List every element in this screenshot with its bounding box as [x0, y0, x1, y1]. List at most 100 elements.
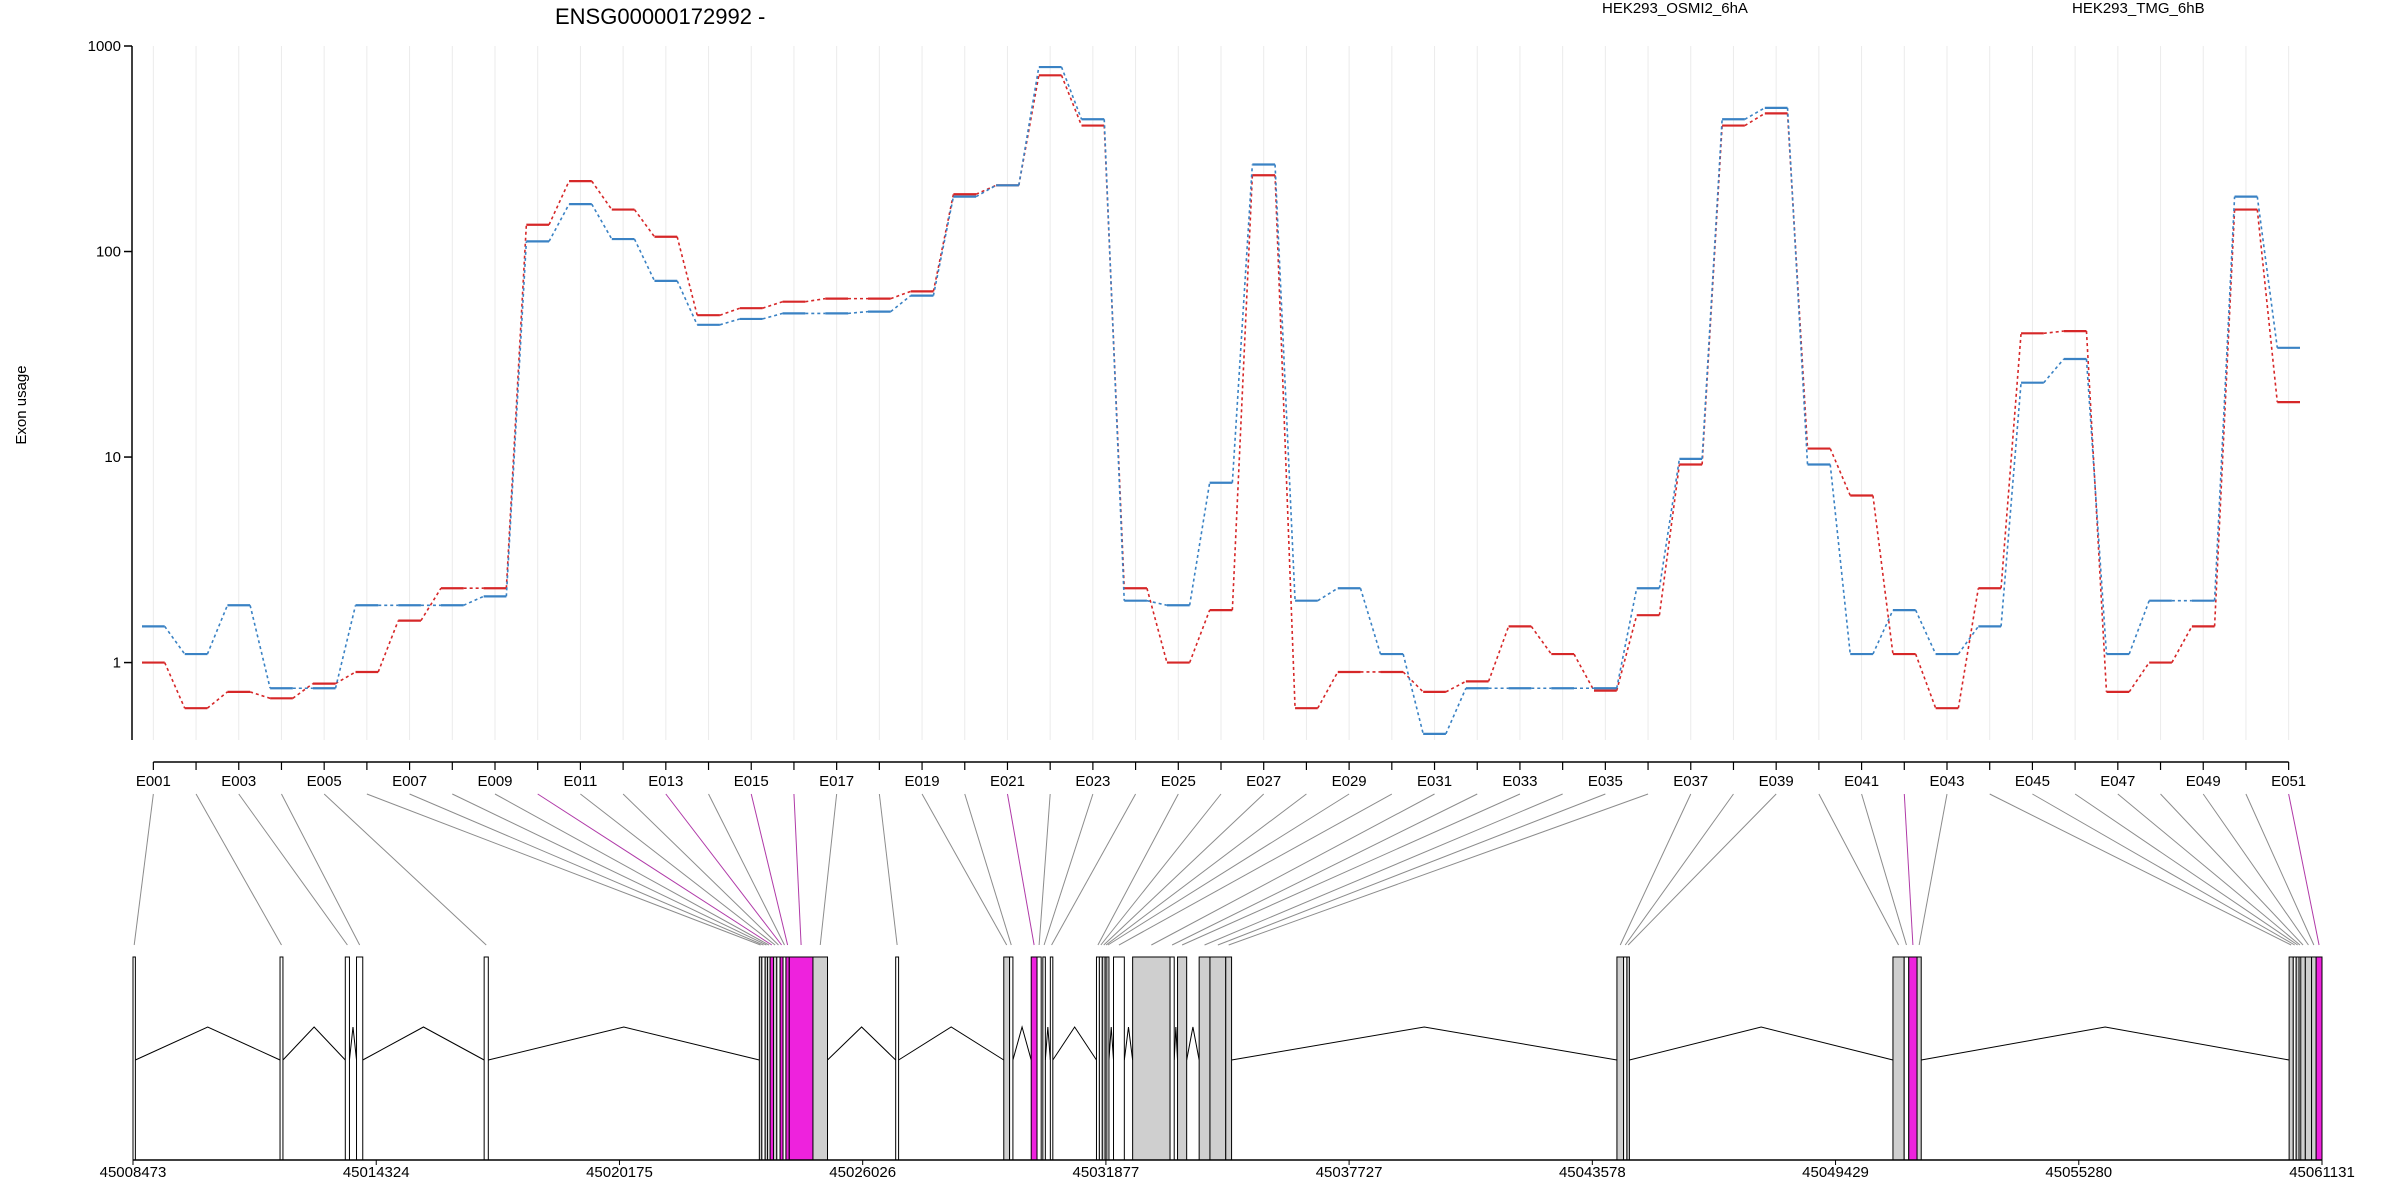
series-connector	[1957, 588, 1980, 709]
connector-E024	[1051, 793, 1137, 946]
series-connector	[719, 307, 741, 316]
exon-block-E041	[1903, 956, 1910, 1161]
series-connector	[1018, 66, 1040, 186]
x-tick-label: E035	[1588, 773, 1623, 790]
series-connector	[1829, 464, 1852, 655]
connector-E043	[1918, 793, 1948, 946]
x-tick-label: E023	[1075, 773, 1110, 790]
y-tick-label: 10	[104, 449, 121, 466]
exon-block-E031	[1132, 956, 1171, 1161]
intron	[1044, 1026, 1051, 1061]
connector-E007	[409, 793, 764, 946]
x-tick-label: E021	[990, 773, 1025, 790]
connector-E011	[580, 793, 776, 946]
connector-E012	[622, 793, 779, 946]
series-connector	[1615, 588, 1638, 689]
exon-block-E048	[2300, 956, 2306, 1161]
series-connector	[1744, 107, 1766, 120]
series-connector	[548, 203, 570, 242]
series-connector	[719, 318, 741, 326]
intron	[1186, 1026, 1200, 1061]
series-connector	[1701, 119, 1723, 459]
series-connector	[847, 310, 869, 315]
series-connector	[2000, 382, 2022, 627]
gene-model	[132, 956, 2323, 1161]
connector-E017	[819, 793, 838, 946]
series-connector	[2256, 196, 2279, 348]
x-tick-label: E017	[819, 773, 854, 790]
connector-E018	[878, 793, 898, 946]
series-connector	[1445, 680, 1467, 693]
connector-E044	[1989, 793, 2292, 946]
exon-block-E021	[1030, 956, 1038, 1161]
connector-E013	[665, 793, 782, 946]
connector-E005	[323, 793, 487, 946]
connector-E040	[1818, 793, 1900, 946]
exon-block-E019	[1003, 956, 1011, 1161]
series-connector	[1103, 125, 1126, 589]
coord-tick-label: 45055280	[2045, 1164, 2112, 1181]
x-tick-label: E031	[1417, 773, 1452, 790]
connector-E048	[2160, 793, 2304, 946]
series-connector	[1829, 448, 1851, 496]
exon-block-E002	[279, 956, 284, 1161]
coord-tick-label: 45061131	[2289, 1164, 2355, 1181]
exon-block-E005	[483, 956, 489, 1161]
x-tick-label: E003	[221, 773, 256, 790]
series-connector	[1060, 75, 1083, 126]
exon-block-E051	[2315, 956, 2323, 1161]
coord-tick-label: 45037727	[1316, 1164, 1383, 1181]
y-tick-label: 1000	[88, 38, 121, 55]
intron	[282, 1026, 346, 1061]
connector-E020	[964, 793, 1012, 946]
series-connector	[591, 180, 613, 211]
exon-block-E042	[1908, 956, 1918, 1161]
connector-E038	[1624, 793, 1734, 946]
x-tick-label: E005	[307, 773, 342, 790]
coord-tick-label: 45043578	[1559, 1164, 1626, 1181]
connector-E030	[1118, 793, 1393, 946]
series-connector	[292, 682, 314, 699]
series-connector	[890, 295, 912, 313]
series-connector	[1914, 609, 1937, 655]
connector-E009	[494, 793, 770, 946]
x-tick-label: E041	[1844, 773, 1879, 790]
x-tick-label: E045	[2015, 773, 2050, 790]
intron	[135, 1026, 281, 1061]
connector-E034	[1204, 793, 1563, 946]
exon-block-E050	[2311, 956, 2317, 1161]
connector-E028	[1105, 793, 1307, 946]
series-connector	[334, 605, 357, 689]
intron	[488, 1026, 760, 1061]
y-tick-label: 100	[96, 244, 121, 261]
series-connector	[1402, 653, 1424, 735]
series-connector	[1957, 625, 1980, 655]
intron	[1052, 1026, 1097, 1061]
series-connector	[2256, 209, 2279, 403]
exon-block-E023	[1042, 956, 1046, 1161]
series-connector	[1060, 66, 1083, 120]
x-tick-label: E015	[734, 773, 769, 790]
exon-block-E018	[895, 956, 900, 1161]
series-connector	[1231, 175, 1254, 611]
legend-entry-osmi2: HEK293_OSMI2_6hA	[1602, 0, 1748, 17]
series-connector	[1658, 458, 1681, 589]
connector-E041	[1861, 793, 1907, 946]
intron	[348, 1026, 358, 1061]
x-tick-label: E007	[392, 773, 427, 790]
exon-block-E032	[1169, 956, 1175, 1161]
exon-block-E033	[1177, 956, 1188, 1161]
series-connector	[2171, 625, 2193, 663]
connector-E045	[2032, 793, 2295, 946]
series-connector	[206, 691, 228, 709]
x-tick-label: E011	[563, 773, 597, 790]
x-tick-label: E043	[1929, 773, 1964, 790]
intron	[827, 1026, 897, 1061]
connector-E006	[366, 793, 761, 946]
series-connector	[206, 604, 229, 655]
connector-E042	[1903, 793, 1914, 946]
connector-E002	[195, 793, 282, 946]
intron	[1108, 1026, 1115, 1061]
intron	[1012, 1025, 1032, 1061]
connector-E033	[1181, 793, 1521, 946]
